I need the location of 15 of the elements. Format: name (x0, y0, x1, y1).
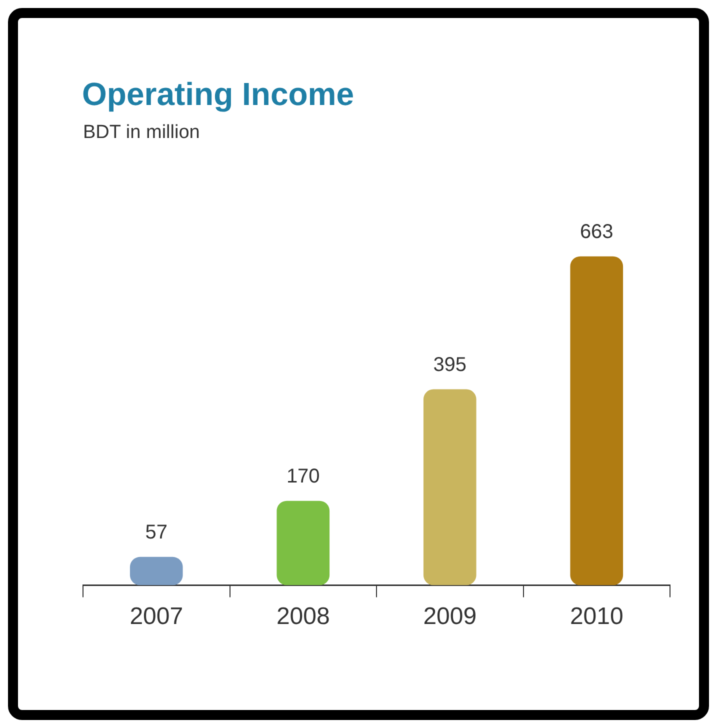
bar (570, 256, 624, 586)
x-tick-label: 2010 (570, 603, 624, 630)
frame: Operating Income BDT in million 2007 2008 2009 2010 57 170 395 663 (8, 8, 709, 720)
data-label: 57 (145, 521, 168, 544)
x-tick-label: 2008 (276, 603, 330, 630)
data-label: 395 (433, 354, 467, 376)
bar (276, 500, 330, 586)
chart-subtitle: BDT in million (83, 122, 200, 144)
x-tick-label: 2007 (130, 603, 184, 630)
data-label: 663 (580, 220, 614, 243)
bar (423, 389, 476, 586)
data-label: 170 (286, 465, 320, 488)
x-tick-label: 2009 (423, 603, 477, 630)
chart-title: Operating Income (82, 76, 354, 113)
bar (130, 556, 183, 586)
